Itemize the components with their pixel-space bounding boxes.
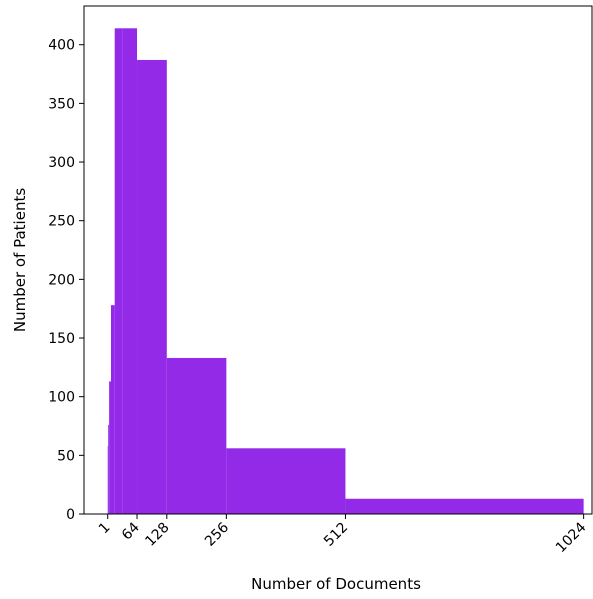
y-tick-label: 300 bbox=[48, 155, 75, 171]
histogram-bar-8 bbox=[226, 448, 346, 514]
x-axis-ticks: 1 64 128 256 512 1024 bbox=[96, 514, 590, 556]
y-axis-ticks: 0 50 100 150 200 250 300 350 400 bbox=[48, 38, 84, 523]
histogram-bars bbox=[107, 28, 584, 515]
x-axis-label: Number of Documents bbox=[251, 575, 421, 593]
histogram-bar-1 bbox=[108, 424, 110, 514]
x-tick-label: 128 bbox=[142, 520, 172, 550]
y-tick-label: 400 bbox=[48, 38, 75, 54]
y-axis-label: Number of Patients bbox=[11, 188, 29, 332]
histogram-bar-2 bbox=[109, 381, 111, 514]
y-tick-label: 200 bbox=[48, 272, 75, 288]
y-tick-label: 100 bbox=[48, 390, 75, 406]
axes-frame bbox=[83, 5, 593, 515]
y-tick-label: 0 bbox=[66, 507, 75, 523]
y-tick-label: 350 bbox=[48, 96, 75, 112]
histogram-bar-4 bbox=[114, 28, 123, 515]
x-tick-label: 512 bbox=[321, 520, 351, 550]
y-tick-label: 250 bbox=[48, 214, 75, 230]
x-tick-label: 256 bbox=[202, 519, 232, 549]
x-tick-label: 1024 bbox=[553, 519, 590, 556]
x-tick-label: 64 bbox=[119, 519, 143, 543]
histogram-bar-3 bbox=[110, 305, 115, 514]
histogram-bar-0 bbox=[107, 445, 109, 514]
y-tick-label: 150 bbox=[48, 331, 75, 347]
x-tick-label: 1 bbox=[96, 520, 114, 538]
y-tick-label: 50 bbox=[57, 448, 75, 464]
histogram-bar-6 bbox=[137, 59, 167, 515]
histogram-bar-5 bbox=[122, 28, 138, 515]
histogram-bar-9 bbox=[345, 498, 584, 514]
histogram-bar-7 bbox=[166, 357, 227, 514]
